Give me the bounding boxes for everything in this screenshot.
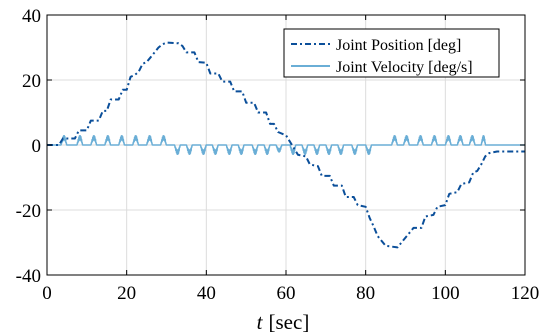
tick-labels: 0 20 40 60 80 100 120 -40 -20 0 20 40 [16,6,540,304]
x-tick-label: 60 [277,283,296,304]
x-axis-label: t [sec] [257,310,310,334]
x-tick-label: 0 [42,283,52,304]
x-tick-label: 40 [197,283,216,304]
y-tick-label: 40 [22,6,41,27]
x-tick-label: 100 [431,283,460,304]
series-joint-velocity-line [47,134,525,156]
ticks [46,14,526,276]
x-tick-label: 80 [356,283,375,304]
x-axis-label-unit: [sec] [269,310,310,334]
series-joint-position-line [47,41,525,249]
x-tick-label: 120 [511,283,540,304]
legend: Joint Position [deg] Joint Velocity [deg… [283,28,500,78]
y-tick-label: -20 [16,201,41,222]
legend-box [283,28,500,78]
legend-label-position: Joint Position [deg] [336,37,461,54]
legend-label-velocity: Joint Velocity [deg/s] [336,59,473,76]
y-tick-label: -40 [16,266,41,287]
x-axis-label-var: t [257,310,264,334]
y-tick-label: 0 [32,136,42,157]
series-layer [47,41,525,249]
x-tick-label: 20 [117,283,136,304]
y-tick-label: 20 [22,71,41,92]
